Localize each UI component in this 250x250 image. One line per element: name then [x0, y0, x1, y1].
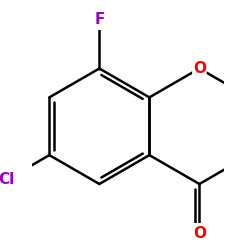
Text: Cl: Cl: [0, 172, 15, 187]
Text: O: O: [193, 226, 206, 240]
Text: O: O: [193, 61, 206, 76]
Text: F: F: [94, 12, 104, 27]
